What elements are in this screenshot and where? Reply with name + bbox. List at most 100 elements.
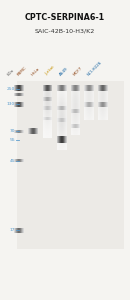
Bar: [64, 92, 65, 93]
Bar: [18, 158, 19, 163]
Bar: [63, 125, 64, 126]
Bar: [91, 110, 92, 111]
Bar: [66, 148, 67, 149]
Bar: [61, 113, 62, 114]
Bar: [105, 117, 106, 118]
Bar: [62, 116, 63, 117]
Bar: [60, 141, 61, 142]
Bar: [87, 97, 88, 98]
Bar: [63, 98, 64, 99]
Bar: [103, 109, 104, 110]
Bar: [92, 102, 93, 106]
Bar: [88, 86, 89, 87]
Bar: [21, 102, 22, 107]
Bar: [47, 130, 48, 131]
Bar: [103, 102, 104, 103]
Bar: [50, 115, 51, 116]
Bar: [44, 100, 45, 101]
Bar: [43, 112, 44, 113]
Bar: [87, 116, 88, 117]
Bar: [87, 96, 88, 97]
Bar: [47, 132, 48, 133]
Bar: [75, 104, 76, 105]
Bar: [104, 99, 105, 100]
Bar: [89, 85, 90, 86]
Bar: [106, 111, 107, 112]
Bar: [74, 113, 75, 114]
Bar: [50, 91, 51, 92]
Bar: [102, 119, 103, 120]
Bar: [64, 86, 65, 87]
Bar: [62, 118, 63, 119]
Bar: [51, 92, 52, 93]
Bar: [87, 117, 88, 118]
Bar: [75, 125, 76, 126]
Bar: [78, 107, 79, 108]
Bar: [62, 96, 63, 97]
Bar: [71, 88, 72, 89]
Bar: [49, 109, 50, 110]
Bar: [50, 136, 51, 137]
Bar: [76, 85, 77, 91]
Bar: [63, 126, 64, 127]
Bar: [105, 109, 106, 110]
Bar: [85, 115, 86, 116]
Bar: [47, 95, 48, 96]
Bar: [60, 101, 61, 102]
Bar: [64, 122, 65, 123]
Bar: [75, 105, 76, 106]
Bar: [59, 101, 60, 102]
Bar: [43, 87, 44, 88]
Bar: [100, 102, 101, 103]
Bar: [49, 117, 50, 118]
Bar: [62, 94, 63, 95]
Bar: [58, 140, 59, 141]
Bar: [61, 88, 62, 89]
Bar: [71, 92, 72, 93]
Bar: [100, 101, 101, 102]
Bar: [100, 112, 101, 113]
Bar: [75, 91, 76, 92]
Bar: [47, 87, 48, 88]
Bar: [74, 98, 75, 99]
Bar: [49, 105, 50, 106]
Bar: [48, 113, 49, 114]
Bar: [51, 93, 52, 94]
Bar: [63, 128, 64, 129]
Bar: [62, 118, 63, 122]
Bar: [70, 130, 71, 131]
Bar: [57, 102, 58, 103]
Bar: [48, 106, 49, 110]
Bar: [91, 86, 92, 87]
Bar: [103, 106, 104, 107]
Bar: [98, 102, 99, 103]
Bar: [84, 113, 85, 114]
Bar: [44, 124, 45, 125]
Bar: [99, 89, 100, 90]
Bar: [47, 86, 48, 87]
Bar: [50, 102, 51, 103]
Bar: [70, 110, 71, 111]
Bar: [98, 91, 99, 92]
Bar: [63, 118, 64, 119]
Bar: [66, 137, 67, 138]
Bar: [63, 86, 64, 87]
Bar: [75, 115, 76, 116]
Bar: [100, 111, 101, 112]
Bar: [63, 118, 64, 119]
Bar: [65, 92, 66, 93]
Bar: [73, 111, 74, 112]
Bar: [86, 99, 87, 100]
Bar: [89, 116, 90, 117]
Bar: [74, 86, 75, 87]
Bar: [70, 108, 71, 109]
Bar: [47, 114, 48, 115]
Bar: [107, 107, 108, 108]
Bar: [48, 87, 49, 88]
Bar: [70, 106, 71, 107]
Bar: [107, 114, 108, 115]
Bar: [78, 112, 79, 113]
Bar: [98, 116, 99, 117]
Bar: [61, 97, 62, 98]
Bar: [51, 104, 52, 105]
